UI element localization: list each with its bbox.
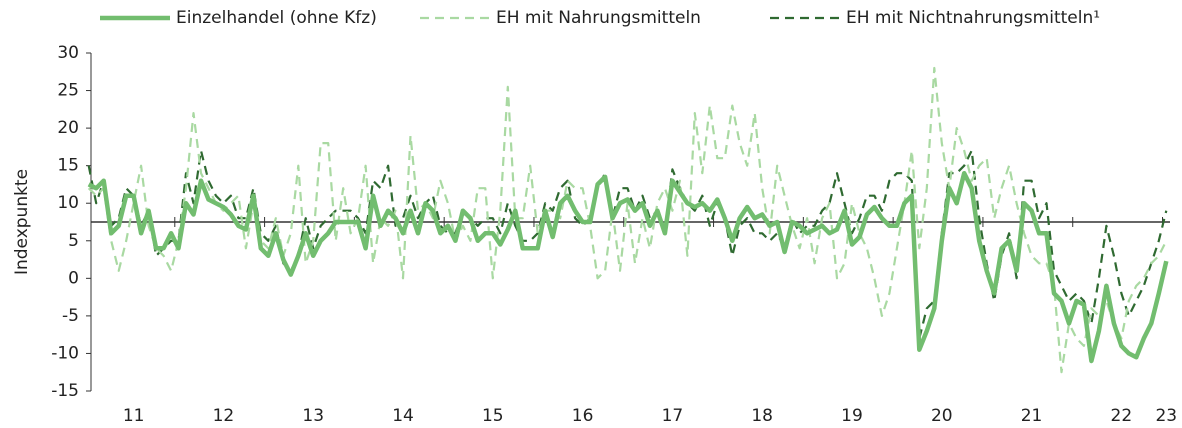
legend-label: EH mit Nichtnahrungsmitteln¹ <box>846 8 1100 28</box>
y-tick-label: 5 <box>68 231 79 251</box>
x-tick-label: 21 <box>1021 406 1043 426</box>
x-tick-label: 12 <box>213 406 235 426</box>
y-tick-label: 25 <box>57 81 79 101</box>
x-tick-label: 23 <box>1155 406 1177 426</box>
x-tick-label: 20 <box>931 406 953 426</box>
y-tick-label: 15 <box>57 156 79 176</box>
y-tick-label: 10 <box>57 193 79 213</box>
y-axis-label: Indexpunkte <box>12 169 32 275</box>
x-tick-label: 17 <box>662 406 684 426</box>
x-tick-label: 16 <box>572 406 594 426</box>
legend-label: Einzelhandel (ohne Kfz) <box>176 8 377 28</box>
x-tick-label: 11 <box>123 406 145 426</box>
x-tick-label: 18 <box>751 406 773 426</box>
y-tick-label: 30 <box>57 43 79 63</box>
series-line <box>87 170 1169 364</box>
y-tick-label: 20 <box>57 118 79 138</box>
y-tick-label: -5 <box>62 306 79 326</box>
y-tick-label: 0 <box>68 268 79 288</box>
series-line <box>87 66 1168 374</box>
x-tick-label: 15 <box>482 406 504 426</box>
legend-label: EH mit Nahrungsmitteln <box>496 8 701 28</box>
y-tick-label: -15 <box>51 381 79 401</box>
x-tick-label: 14 <box>392 406 414 426</box>
y-tick-label: -10 <box>51 343 79 363</box>
x-tick-label: 22 <box>1111 406 1133 426</box>
x-tick-label: 13 <box>302 406 324 426</box>
x-tick-label: 19 <box>841 406 863 426</box>
